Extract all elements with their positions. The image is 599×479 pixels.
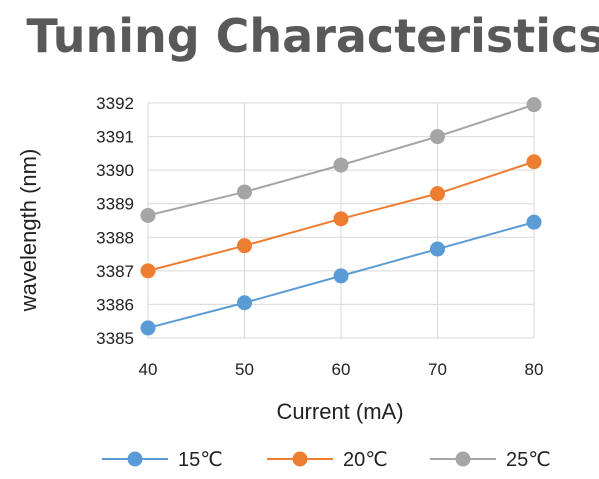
y-tick-label: 3392 [96,94,134,113]
y-tick-label: 3386 [96,295,134,314]
data-point [140,263,156,279]
y-tick-label: 3391 [96,128,134,147]
x-axis-label: Current (mA) [276,399,403,424]
x-tick-label: 60 [332,360,351,379]
data-point [430,241,445,257]
data-point [333,211,349,227]
data-point [237,238,252,254]
x-tick-label: 80 [525,360,544,379]
data-point [237,184,252,200]
y-axis-label: wavelength (nm) [16,149,41,313]
x-tick-labels: 40 50 60 70 80 [139,360,544,379]
data-point [430,186,445,202]
data-point [140,320,156,336]
legend-item-3: 25℃ [430,449,551,471]
data-point [140,207,156,223]
x-tick-label: 40 [139,360,158,379]
data-point [526,97,542,113]
y-tick-label: 3388 [96,228,134,247]
legend-marker [292,451,308,467]
data-point [333,268,349,284]
data-point [526,214,542,230]
data-point [430,129,445,145]
data-point [333,157,349,173]
legend-item-2: 20℃ [267,449,388,471]
series-group [140,97,542,336]
legend-label: 20℃ [343,449,388,471]
y-tick-label: 3387 [96,262,134,281]
data-point [526,154,542,170]
x-tick-label: 50 [235,360,254,379]
legend: 15℃ 20℃ 25℃ [102,449,551,471]
legend-marker [455,451,471,467]
y-tick-label: 3385 [96,329,134,348]
series-1 [140,214,542,336]
y-tick-labels: 3385 3386 3387 3388 3389 3390 3391 3392 [96,94,134,348]
legend-label: 25℃ [506,449,551,471]
data-point [237,295,252,311]
y-tick-label: 3389 [96,195,134,214]
legend-label: 15℃ [178,449,223,471]
x-tick-label: 70 [428,360,447,379]
chart-title: Tuning Characteristics [26,9,599,63]
legend-marker [127,451,143,467]
series-2 [140,154,542,279]
series-3 [140,97,542,223]
legend-item-1: 15℃ [102,449,223,471]
y-tick-label: 3390 [96,161,134,180]
